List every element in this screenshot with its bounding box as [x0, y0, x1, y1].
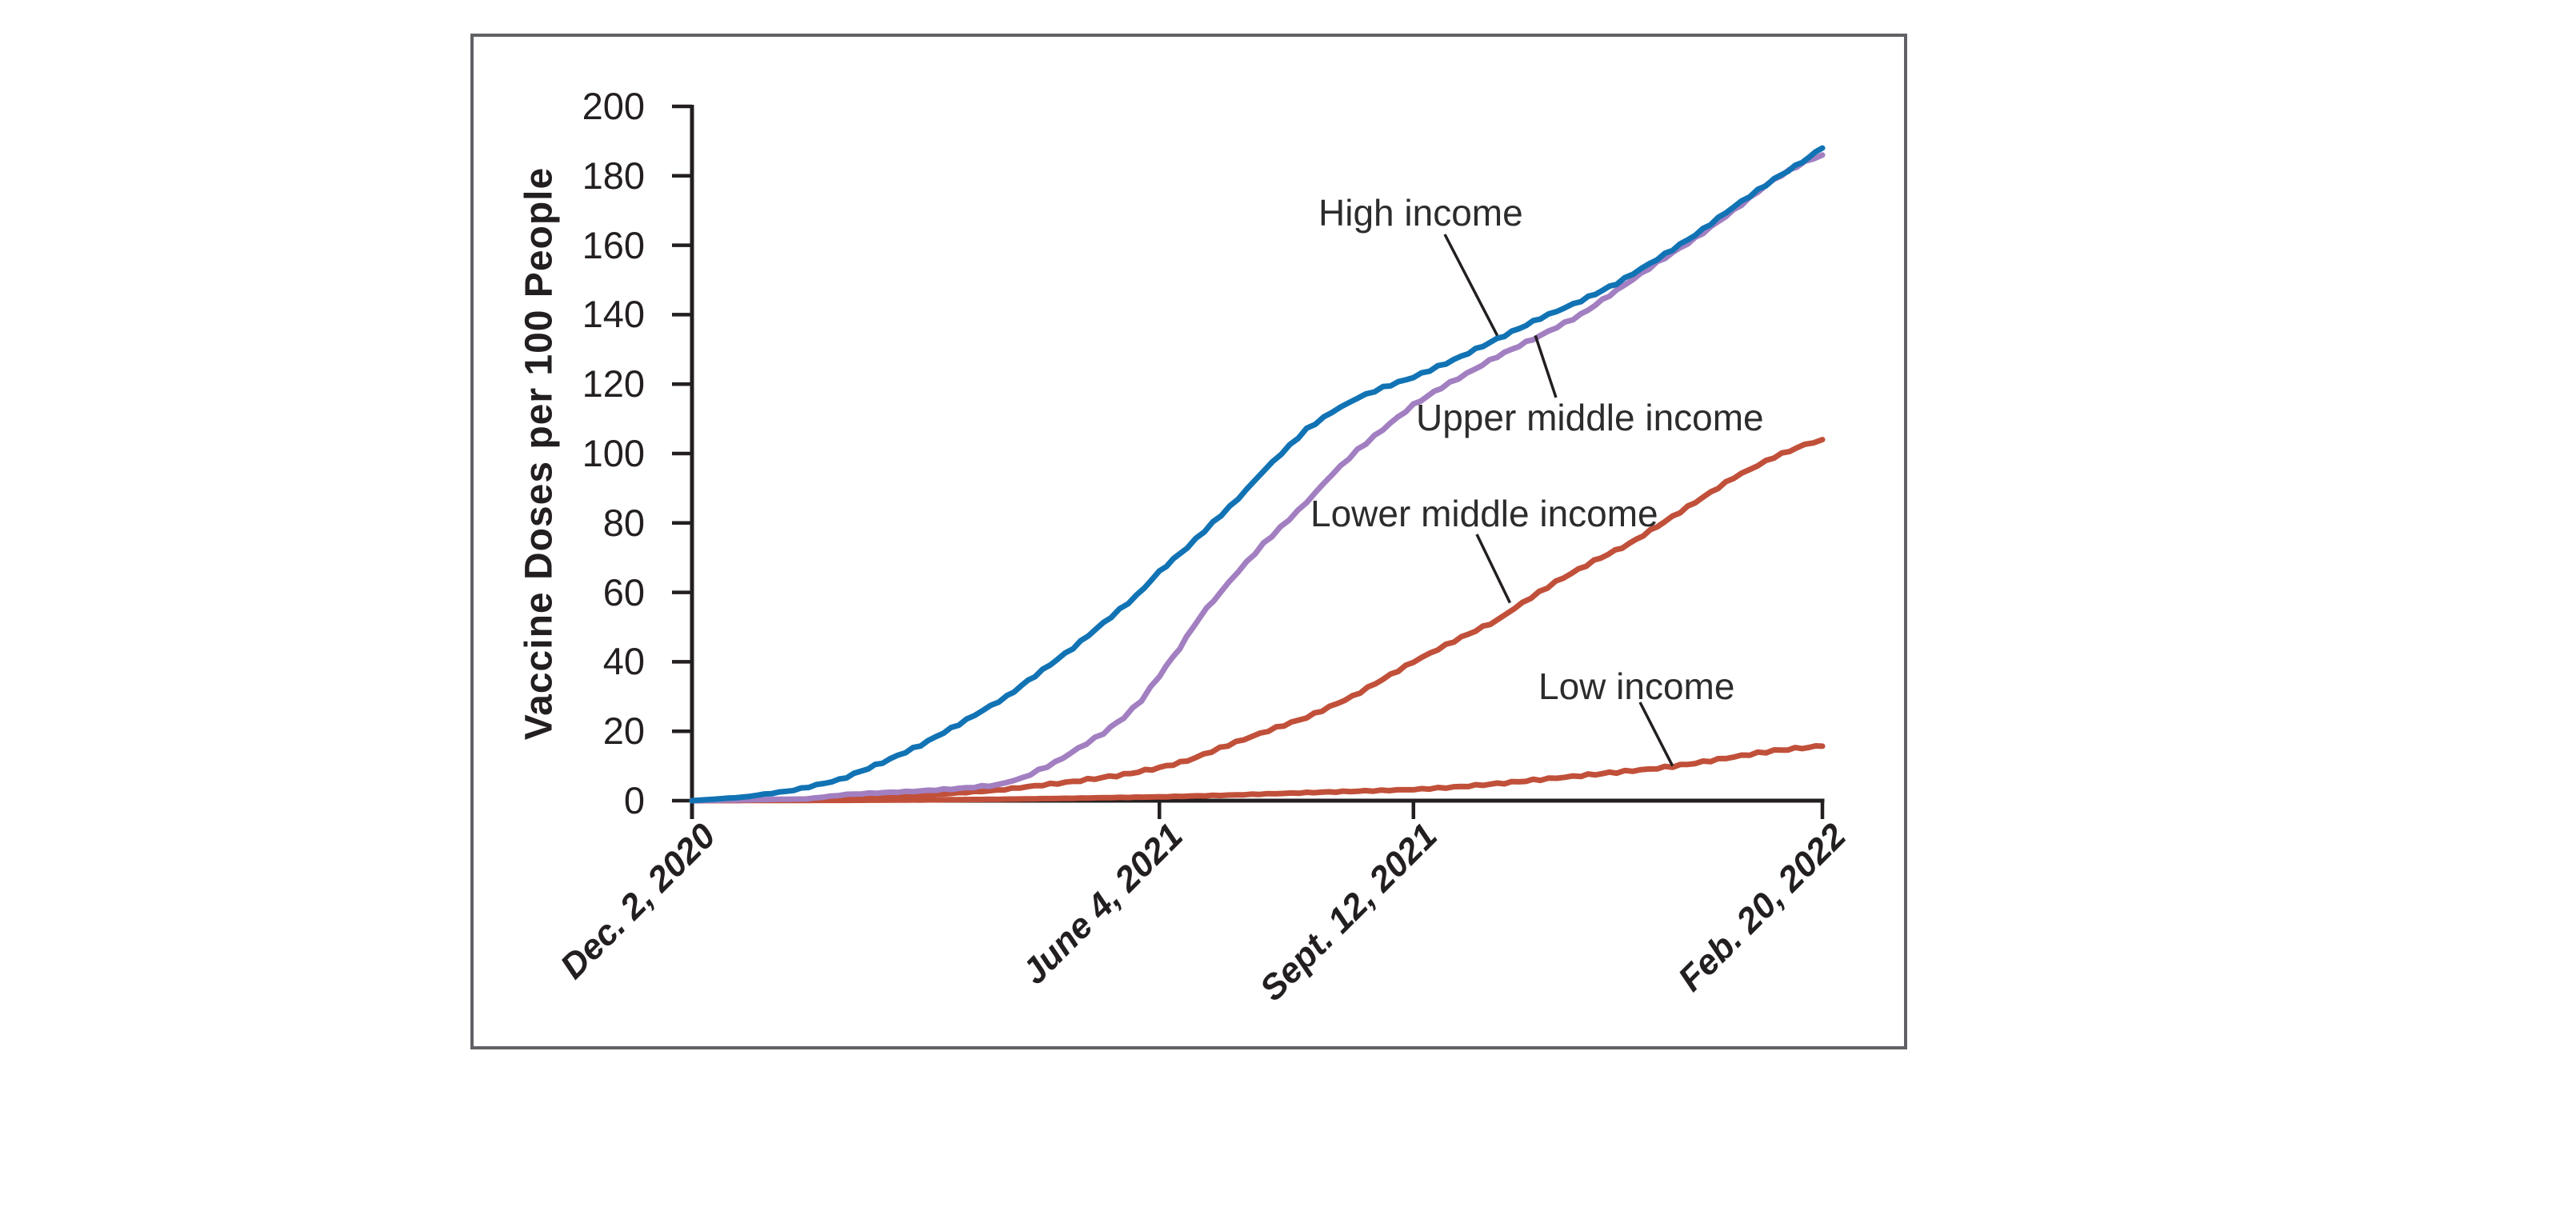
y-tick-label-40: 40: [602, 640, 645, 683]
y-tick-label-180: 180: [582, 154, 645, 197]
annotation-label-low-income: Low income: [1538, 665, 1735, 707]
annotation-label-upper-middle-income: Upper middle income: [1416, 397, 1764, 438]
annotation-leader-low-income: [1638, 701, 1674, 767]
annotation-label-high-income: High income: [1318, 192, 1523, 234]
y-tick-label-60: 60: [602, 570, 645, 613]
annotation-leader-high-income: [1443, 234, 1499, 337]
y-tick-label-200: 200: [582, 85, 645, 127]
annotation-leader-lower-middle-income: [1475, 534, 1512, 604]
y-tick-label-120: 120: [582, 362, 645, 406]
y-tick-label-160: 160: [582, 223, 645, 266]
series-line-high-income: [689, 145, 1826, 804]
y-tick-label-140: 140: [582, 293, 645, 336]
vaccine-doses-line-chart: [672, 104, 1826, 819]
y-tick-label-20: 20: [602, 709, 645, 753]
series-line-upper-middle-income: [689, 152, 1826, 804]
series-line-lower-middle-income: [689, 437, 1826, 804]
annotation-leader-upper-middle-income: [1534, 334, 1558, 398]
y-tick-label-0: 0: [623, 779, 645, 821]
figure-frame: [470, 34, 1907, 1049]
y-tick-label-80: 80: [602, 501, 645, 544]
annotation-label-lower-middle-income: Lower middle income: [1310, 493, 1658, 534]
y-tick-label-100: 100: [582, 432, 645, 474]
series-line-low-income: [689, 743, 1826, 804]
page-canvas: { "chart_data": { "type": "line", "title…: [470, 34, 1907, 1049]
